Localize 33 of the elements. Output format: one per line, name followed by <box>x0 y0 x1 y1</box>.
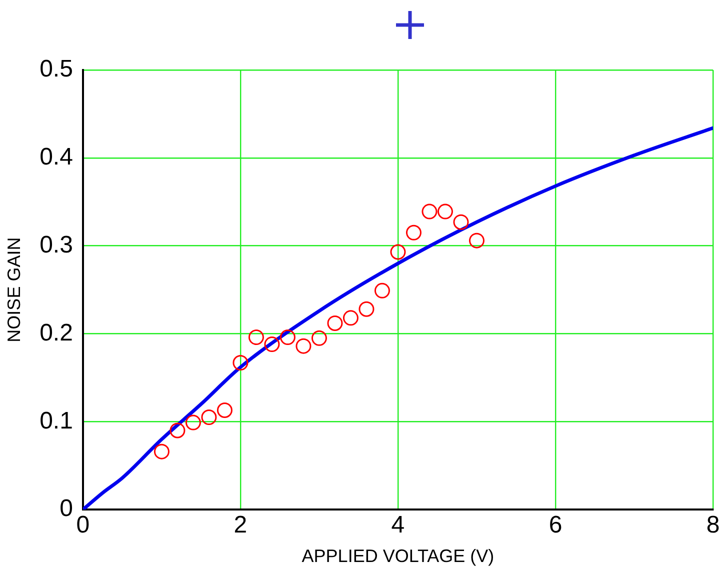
x-tick-label: 8 <box>706 512 720 539</box>
point <box>327 315 343 331</box>
y-tick-label: 0.4 <box>40 144 73 171</box>
point <box>390 244 406 260</box>
point <box>185 414 201 430</box>
point <box>248 330 264 346</box>
point <box>296 338 312 354</box>
x-tick-label: 6 <box>548 512 562 539</box>
point <box>437 204 453 220</box>
point <box>170 422 186 438</box>
x-axis-title: APPLIED VOLTAGE (V) <box>302 546 494 566</box>
point <box>264 336 280 352</box>
x-tick-label: 2 <box>234 512 248 539</box>
y-tick-label: 0.2 <box>40 319 73 346</box>
point <box>468 232 484 248</box>
x-tick-label: 0 <box>76 512 90 539</box>
point <box>201 410 217 426</box>
point <box>280 330 296 346</box>
y-tick-label: 0.5 <box>40 56 73 83</box>
point <box>374 282 390 298</box>
point <box>406 224 422 240</box>
point <box>232 355 248 371</box>
point <box>342 310 358 326</box>
y-tick-label: 0.3 <box>40 231 73 258</box>
point <box>311 330 327 346</box>
x-tick-label: 4 <box>391 512 405 539</box>
point <box>422 204 438 220</box>
y-axis-title: NOISE GAIN <box>4 237 24 342</box>
point <box>216 402 232 418</box>
point <box>358 301 374 317</box>
point <box>154 444 170 460</box>
y-tick-label: 0.1 <box>40 407 73 434</box>
point <box>453 214 469 230</box>
